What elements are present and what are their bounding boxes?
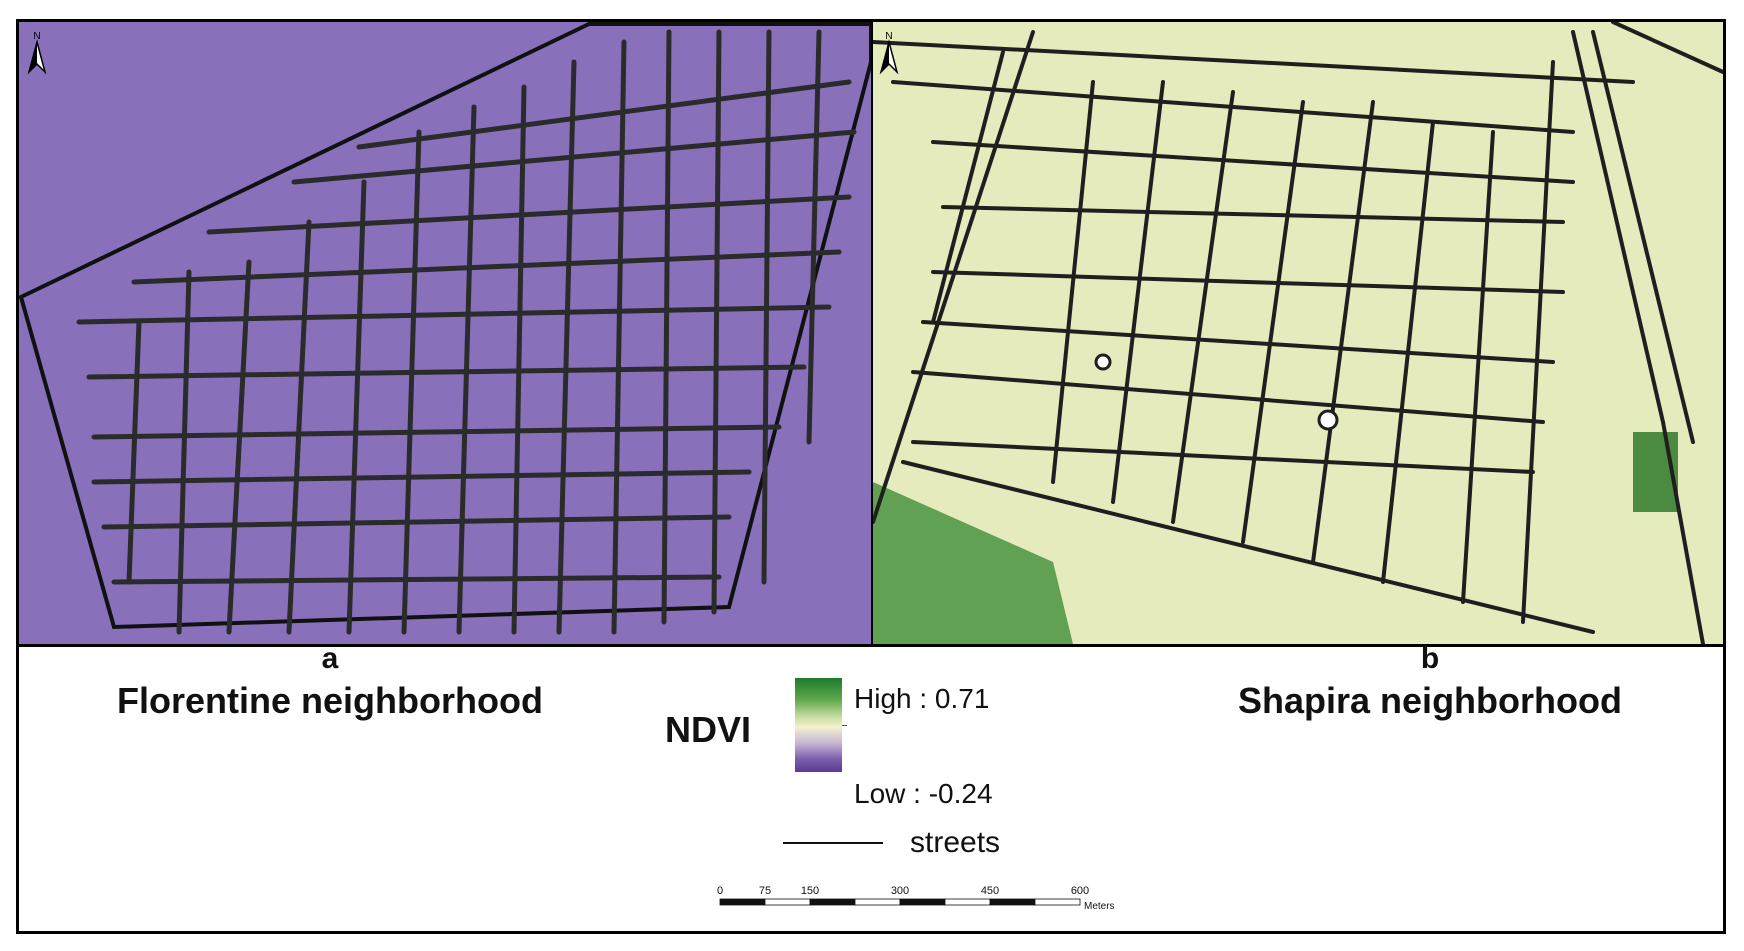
scale-segment bbox=[854, 898, 901, 906]
scale-segment bbox=[989, 898, 1036, 906]
scale-tick-label: 600 bbox=[1071, 885, 1089, 897]
legend-low-label: Low : -0.24 bbox=[854, 778, 993, 809]
scale-tick-label: 300 bbox=[891, 885, 909, 897]
scale-unit: Meters bbox=[1084, 901, 1115, 912]
north-label: N bbox=[33, 31, 40, 42]
scale-tick-label: 75 bbox=[759, 885, 771, 897]
panel-label-b: b Shapira neighborhood bbox=[1160, 642, 1700, 722]
map-florentine: N bbox=[19, 22, 873, 644]
scale-tick-label: 0 bbox=[717, 885, 723, 897]
scale-segments bbox=[719, 898, 1081, 906]
north-arrow-icon: N bbox=[27, 28, 47, 74]
scale-tick-label: 150 bbox=[801, 885, 819, 897]
map-florentine-raster bbox=[19, 22, 871, 644]
scale-tick-labels: 0 75 150 300 450 600 bbox=[717, 885, 1089, 897]
scale-tick-label: 450 bbox=[981, 885, 999, 897]
scale-segment bbox=[944, 898, 991, 906]
maps-divider bbox=[19, 644, 1723, 647]
panel-letter-a: a bbox=[321, 642, 339, 675]
ndvi-color-ramp bbox=[795, 678, 842, 772]
legend-title: NDVI bbox=[665, 709, 752, 750]
scale-segment bbox=[764, 898, 811, 906]
scale-segment bbox=[1034, 898, 1081, 906]
scale-segment bbox=[899, 898, 946, 906]
streets-legend-label: streets bbox=[910, 826, 1001, 859]
map-shapira: N bbox=[873, 22, 1723, 644]
streets-legend-line bbox=[783, 842, 883, 844]
panel-label-a: a Florentine neighborhood bbox=[60, 642, 600, 722]
panel-letter-b: b bbox=[1420, 642, 1440, 675]
north-arrow-icon: N bbox=[879, 28, 899, 74]
scale-bar: 0 75 150 300 450 600 Meters bbox=[717, 885, 1115, 912]
scale-segment bbox=[719, 898, 766, 906]
scale-segment bbox=[809, 898, 856, 906]
north-label: N bbox=[885, 31, 892, 42]
panel-name-a: Florentine neighborhood bbox=[117, 680, 543, 721]
panel-name-b: Shapira neighborhood bbox=[1238, 680, 1622, 721]
ramp-tick bbox=[842, 725, 847, 726]
legend-high-label: High : 0.71 bbox=[854, 683, 990, 714]
figure-frame: N bbox=[16, 19, 1726, 934]
map-shapira-raster bbox=[873, 22, 1723, 644]
